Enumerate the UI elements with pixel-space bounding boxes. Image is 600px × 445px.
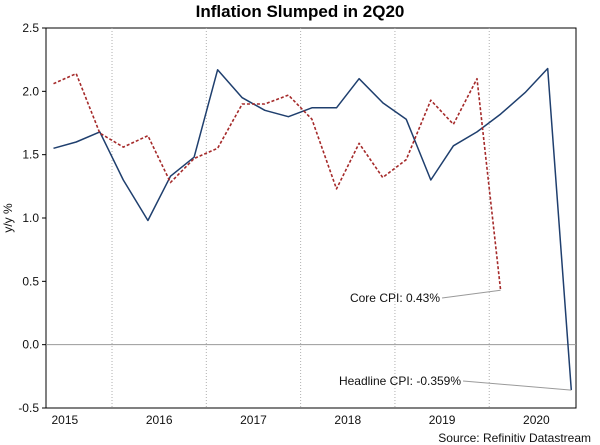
y-axis-label: y/y % [1,203,15,233]
annotation-leader-line [462,380,572,391]
y-tick-label: 2.5 [22,21,39,35]
y-tick-label: -0.5 [18,401,39,415]
x-tick-label: 2020 [523,413,550,427]
source-note: Source: Refinitiv Datastream [438,431,591,445]
series-line-core-cpi [53,72,502,291]
y-tick-label: 2.0 [22,84,39,98]
y-tick-label: 0.5 [22,274,39,288]
annotation-leader-line [441,289,501,299]
x-tick-label: 2017 [240,413,267,427]
x-tick-label: 2019 [429,413,456,427]
y-tick-label: 1.0 [22,211,39,225]
x-tick-label: 2016 [146,413,173,427]
series-line-headline-cpi [53,67,573,391]
chart-title: Inflation Slumped in 2Q20 [195,2,405,21]
y-axis: 2.5 2.0 1.5 1.0 0.5 0.0 -0.5 [18,21,46,415]
grid-layer [111,28,490,408]
x-tick-label: 2018 [334,413,361,427]
y-tick-label: 0.0 [22,338,39,352]
annotation-layer: Core CPI: 0.43% Headline CPI: -0.359% [339,289,572,391]
x-tick-label: 2015 [52,413,79,427]
plot-frame [45,27,577,409]
series-layer [53,67,573,391]
y-tick-label: 1.5 [22,148,39,162]
annotation-label: Core CPI: 0.43% [350,291,440,305]
x-axis: 2015 2016 2017 2018 2019 2020 [52,413,551,427]
annotation-label: Headline CPI: -0.359% [339,374,461,388]
